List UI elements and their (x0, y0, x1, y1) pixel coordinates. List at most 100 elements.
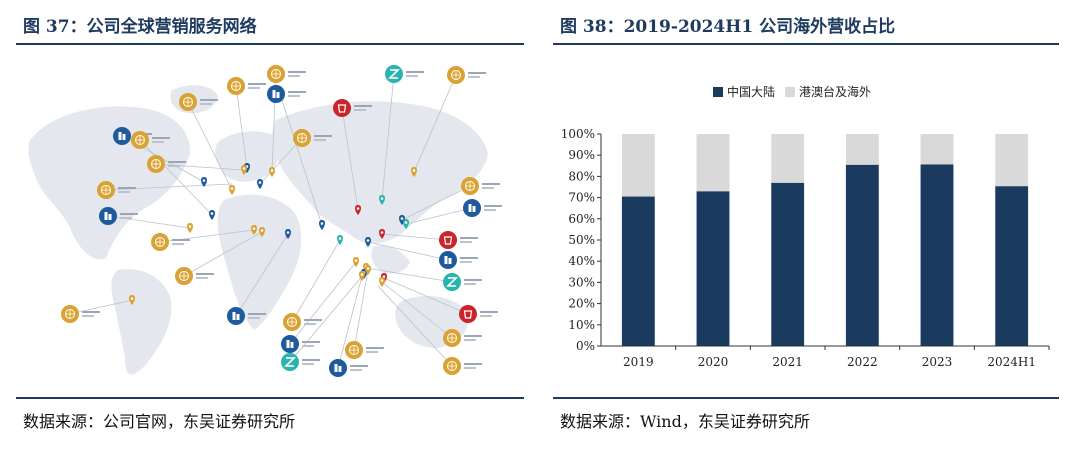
y-tick-label: 70% (568, 191, 595, 205)
factory-icon (281, 353, 320, 371)
legend-label: 港澳台及海外 (799, 84, 871, 99)
bar-mainland-2023 (920, 164, 954, 346)
location-pin-icon (209, 210, 215, 220)
location-pin-icon (129, 295, 135, 305)
globe-icon (97, 181, 136, 199)
world-network-map (22, 50, 522, 390)
right-bottom-rule (553, 397, 1059, 399)
y-tick-label: 30% (568, 275, 595, 289)
location-pin-icon (259, 227, 265, 237)
legend-swatch (785, 87, 795, 97)
globe-icon (147, 155, 186, 173)
bar-mainland-2019 (621, 196, 655, 346)
bar-overseas-2022 (845, 134, 879, 165)
location-pin-icon (251, 225, 257, 235)
globe-icon (447, 66, 486, 84)
bar-overseas-2020 (696, 134, 730, 192)
right-figure-source: 数据来源：Wind，东吴证券研究所 (560, 412, 810, 431)
location-pin-icon (229, 185, 235, 195)
globe-icon (61, 305, 100, 323)
y-tick-label: 60% (568, 212, 595, 226)
building-icon (99, 207, 138, 225)
location-pin-icon (257, 179, 263, 189)
revenue-share-chart: 中国大陆 港澳台及海外 0% 10% 20% 30% 40% 50% 60% 70% 80% 90%… (553, 50, 1059, 390)
bar-overseas-2021 (771, 134, 805, 183)
globe-icon (443, 329, 482, 347)
bar-overseas-2019 (621, 134, 655, 197)
location-pin-icon (379, 277, 385, 287)
y-tick-label: 10% (568, 318, 595, 332)
legend-item-1: 港澳台及海外 (785, 84, 871, 99)
x-tick-label: 2021 (772, 355, 803, 369)
location-pin-icon (269, 167, 275, 177)
location-pin-icon (353, 257, 359, 267)
location-pin-icon (359, 271, 365, 281)
research-center-icon (333, 99, 372, 117)
location-pin-icon (355, 205, 361, 215)
location-pin-icon (379, 195, 385, 205)
bar-overseas-2024H1 (995, 134, 1029, 187)
globe-icon (151, 233, 190, 251)
left-title-rule (16, 43, 524, 45)
location-pin-icon (241, 165, 247, 175)
y-tick-label: 100% (561, 127, 595, 141)
x-axis: 2019 2020 2021 2022 2023 2024H1 (601, 345, 1050, 369)
x-tick-label: 2024H1 (987, 355, 1036, 369)
location-pin-icon (411, 167, 417, 177)
bars (621, 134, 1029, 346)
globe-icon (175, 267, 214, 285)
legend-label: 中国大陆 (727, 84, 775, 99)
bar-mainland-2024H1 (995, 186, 1029, 346)
building-icon (463, 199, 502, 217)
world-map-svg (28, 65, 502, 377)
right-figure-title: 图 38：2019-2024H1 公司海外营收占比 (560, 17, 896, 37)
building-icon (227, 307, 266, 325)
chart-legend: 中国大陆 港澳台及海外 (713, 84, 871, 99)
research-center-icon (459, 305, 498, 323)
right-title-rule (553, 43, 1059, 45)
location-pin-icon (285, 229, 291, 239)
building-icon (267, 85, 306, 103)
continent-south-america (111, 269, 172, 375)
location-pin-icon (319, 220, 325, 230)
globe-icon (293, 129, 332, 147)
y-tick-label: 20% (568, 297, 595, 311)
location-pin-icon (187, 223, 193, 233)
research-center-icon (439, 231, 478, 249)
y-tick-label: 80% (568, 169, 595, 183)
bar-mainland-2020 (696, 191, 730, 346)
globe-icon (345, 341, 384, 359)
globe-icon (179, 93, 218, 111)
stacked-bar-chart-svg: 中国大陆 港澳台及海外 0% 10% 20% 30% 40% 50% 60% 70% 80% 90%… (561, 84, 1050, 369)
globe-icon (443, 357, 482, 375)
x-tick-label: 2023 (922, 355, 953, 369)
y-tick-label: 90% (568, 148, 595, 162)
building-icon (439, 251, 478, 269)
globe-icon (283, 313, 322, 331)
globe-icon (267, 65, 306, 83)
location-pin-icon (337, 235, 343, 245)
left-figure-title: 图 37：公司全球营销服务网络 (23, 17, 257, 37)
continent-southeast-asia (371, 245, 410, 274)
location-pin-icon (379, 229, 385, 239)
location-pin-icon (365, 265, 371, 275)
map-nodes (61, 65, 502, 377)
legend-swatch (713, 87, 723, 97)
globe-icon (461, 177, 500, 195)
x-tick-label: 2019 (623, 355, 654, 369)
left-figure-source: 数据来源：公司官网，东吴证券研究所 (23, 412, 296, 431)
x-tick-label: 2020 (698, 355, 729, 369)
continents (28, 85, 488, 375)
factory-icon (443, 273, 482, 291)
location-pin-icon (403, 219, 409, 229)
continent-europe (215, 131, 280, 182)
y-axis: 0% 10% 20% 30% 40% 50% 60% 70% 80% 90% 100% (561, 127, 602, 353)
building-icon (329, 359, 368, 377)
left-bottom-rule (16, 397, 524, 399)
x-tick-label: 2022 (847, 355, 878, 369)
bar-mainland-2022 (845, 164, 879, 346)
y-tick-label: 50% (568, 233, 595, 247)
location-pin-icon (201, 177, 207, 187)
y-tick-label: 40% (568, 254, 595, 268)
building-icon (281, 335, 320, 353)
